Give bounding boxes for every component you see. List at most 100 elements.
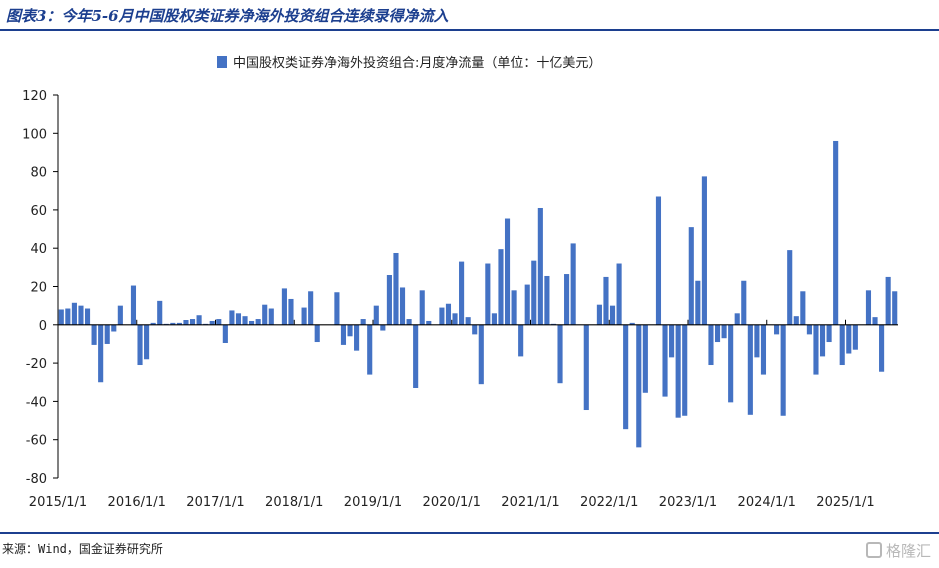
- y-tick-label: 100: [22, 127, 47, 142]
- bar: [65, 308, 71, 325]
- y-tick-label: 120: [22, 89, 47, 104]
- bar: [445, 303, 452, 325]
- bar-chart: 中国股权类证券净海外投资组合:月度净流量（单位：十亿美元） 120 100 80 60…: [22, 55, 898, 510]
- bar: [800, 291, 806, 325]
- bar: [518, 324, 524, 357]
- bar: [58, 309, 64, 325]
- y-tick-label: 20: [30, 281, 47, 296]
- y-tick-label: -60: [26, 434, 47, 449]
- bar: [340, 324, 347, 345]
- bar: [714, 324, 721, 343]
- x-tick-label: 2016/1/1: [108, 495, 166, 510]
- bar: [229, 310, 235, 325]
- bar: [137, 324, 143, 366]
- bar: [734, 313, 740, 325]
- bar: [334, 292, 340, 325]
- bar: [222, 324, 228, 343]
- y-tick-label: -40: [26, 395, 47, 410]
- bar: [288, 298, 294, 325]
- x-tick-label: 2024/1/1: [738, 495, 796, 510]
- bar: [216, 319, 222, 325]
- bar: [813, 324, 819, 375]
- bar: [478, 324, 484, 385]
- bar: [662, 324, 668, 397]
- bar: [209, 320, 215, 325]
- bar: [885, 276, 891, 325]
- bar: [833, 140, 839, 325]
- bar: [688, 227, 694, 325]
- bar: [301, 307, 307, 325]
- bar: [754, 324, 760, 358]
- bar: [196, 315, 202, 325]
- bar: [675, 324, 681, 418]
- x-tick-label: 2021/1/1: [501, 495, 559, 510]
- bar: [91, 324, 97, 345]
- bar: [419, 290, 425, 325]
- legend: 中国股权类证券净海外投资组合:月度净流量（单位：十亿美元）: [217, 55, 601, 71]
- watermark: 格隆汇: [865, 540, 931, 561]
- bar: [793, 316, 799, 325]
- y-tick-label: 40: [30, 242, 47, 257]
- bar: [511, 290, 517, 325]
- bar: [104, 324, 110, 344]
- bar: [524, 284, 530, 325]
- bar: [78, 305, 84, 325]
- bar: [498, 249, 504, 325]
- y-tick-label: 60: [30, 204, 47, 219]
- bar: [892, 291, 898, 325]
- bar: [583, 324, 589, 411]
- bar: [111, 324, 117, 332]
- legend-swatch: [217, 56, 227, 68]
- bar: [98, 324, 104, 383]
- bar: [413, 324, 419, 388]
- bar: [636, 324, 642, 448]
- bar: [826, 324, 832, 343]
- bar: [452, 313, 458, 325]
- bar: [544, 275, 550, 325]
- y-tick-label: 0: [39, 319, 47, 334]
- bar: [472, 324, 478, 335]
- bar: [71, 302, 77, 325]
- bar: [596, 304, 602, 325]
- bar: [741, 280, 747, 325]
- bar: [819, 324, 826, 357]
- bar: [386, 275, 392, 325]
- bar: [308, 291, 314, 325]
- x-tick-label: 2019/1/1: [344, 495, 402, 510]
- bar: [728, 324, 734, 403]
- bar: [130, 285, 137, 325]
- bar: [774, 324, 780, 335]
- x-tick-label: 2015/1/1: [29, 495, 87, 510]
- bar: [623, 324, 629, 430]
- bar: [367, 324, 373, 375]
- bar: [872, 317, 878, 325]
- bar: [564, 274, 570, 325]
- title-rule: [0, 29, 939, 31]
- bar: [852, 324, 858, 350]
- bar: [189, 319, 196, 325]
- bar: [695, 280, 701, 325]
- bar: [117, 305, 123, 325]
- bar: [846, 324, 852, 354]
- bar: [459, 261, 465, 325]
- bar: [183, 320, 189, 325]
- bar: [491, 313, 497, 325]
- bar: [609, 305, 616, 325]
- watermark-text: 格隆汇: [885, 542, 931, 560]
- legend-label: 中国股权类证券净海外投资组合:月度净流量（单位：十亿美元）: [233, 55, 601, 71]
- bar: [281, 288, 287, 325]
- bar: [570, 243, 576, 325]
- bar: [314, 324, 320, 343]
- bar: [865, 290, 872, 325]
- bars: [58, 140, 898, 448]
- bar: [373, 305, 379, 325]
- y-axis: 120 100 80 60 40 20 0 -20 -40 -60 -80: [22, 89, 59, 487]
- x-tick-label: 2022/1/1: [580, 495, 638, 510]
- x-tick-label: 2017/1/1: [186, 495, 244, 510]
- bar: [682, 324, 688, 416]
- bar: [354, 324, 360, 351]
- bar: [806, 324, 812, 335]
- bar: [701, 176, 707, 325]
- bar: [144, 324, 150, 360]
- bar: [170, 322, 176, 325]
